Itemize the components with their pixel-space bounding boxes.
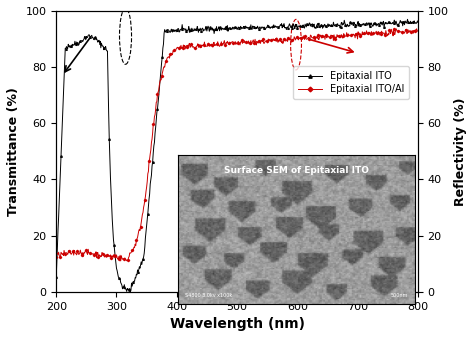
Epitaxial ITO/Al bbox=[76, 252, 82, 256]
Y-axis label: Reflectivity (%): Reflectivity (%) bbox=[454, 97, 467, 206]
Epitaxial ITO/Al bbox=[415, 29, 420, 33]
Epitaxial ITO bbox=[342, 21, 348, 25]
Text: 500nm: 500nm bbox=[390, 293, 408, 298]
Epitaxial ITO/Al bbox=[405, 31, 410, 35]
Epitaxial ITO/Al bbox=[173, 47, 179, 51]
Epitaxial ITO/Al bbox=[393, 27, 399, 31]
Epitaxial ITO/Al bbox=[392, 32, 397, 36]
Epitaxial ITO bbox=[126, 290, 132, 294]
Line: Epitaxial ITO: Epitaxial ITO bbox=[55, 19, 419, 293]
Legend: Epitaxial ITO, Epitaxial ITO/Al: Epitaxial ITO, Epitaxial ITO/Al bbox=[293, 66, 410, 99]
Line: Epitaxial ITO/Al: Epitaxial ITO/Al bbox=[55, 28, 419, 262]
Epitaxial ITO/Al bbox=[54, 255, 59, 259]
Epitaxial ITO bbox=[415, 19, 420, 23]
Epitaxial ITO bbox=[173, 30, 179, 34]
Epitaxial ITO bbox=[76, 42, 82, 46]
Epitaxial ITO bbox=[404, 20, 410, 24]
Text: Surface SEM of Epitaxial ITO: Surface SEM of Epitaxial ITO bbox=[224, 166, 369, 175]
Epitaxial ITO bbox=[54, 275, 59, 279]
Y-axis label: Transmittance (%): Transmittance (%) bbox=[7, 87, 20, 216]
X-axis label: Wavelength (nm): Wavelength (nm) bbox=[170, 317, 304, 331]
Epitaxial ITO/Al bbox=[118, 259, 124, 263]
Epitaxial ITO bbox=[121, 286, 127, 290]
Text: S4800 3.0kv x100k: S4800 3.0kv x100k bbox=[185, 293, 232, 298]
Epitaxial ITO/Al bbox=[342, 34, 348, 38]
Epitaxial ITO/Al bbox=[121, 257, 127, 261]
Epitaxial ITO bbox=[405, 17, 410, 21]
Epitaxial ITO bbox=[392, 18, 397, 22]
